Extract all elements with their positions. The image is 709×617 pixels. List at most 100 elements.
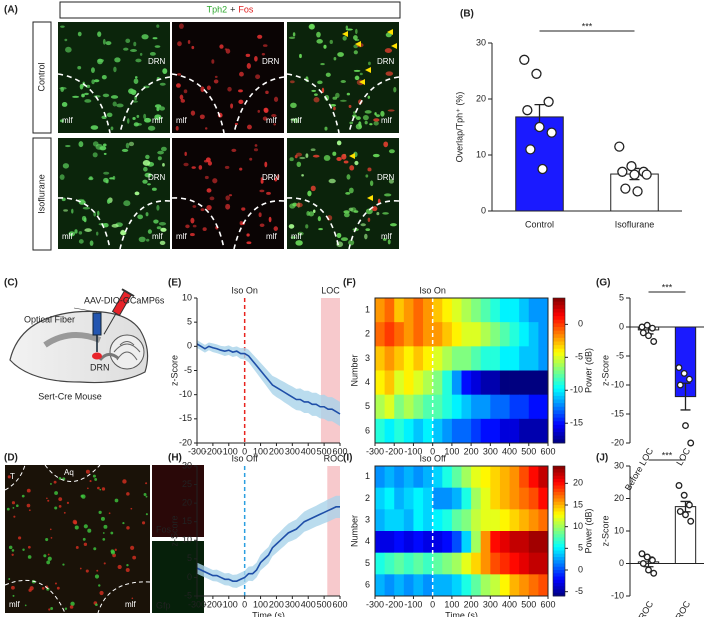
heatmap-cell <box>451 418 462 444</box>
heatmap-cell <box>509 552 520 575</box>
colorbar-step <box>553 410 565 415</box>
heatmap-cell <box>471 509 482 532</box>
heatmap-cell <box>519 574 530 597</box>
cell <box>97 31 102 37</box>
x-tick-label: 400 <box>502 599 517 609</box>
data-point <box>682 422 689 430</box>
heatmap-cell <box>403 552 414 575</box>
image-label: mlf <box>291 232 302 241</box>
cell <box>66 501 70 504</box>
boundary <box>171 197 225 250</box>
cell <box>94 574 100 579</box>
cell <box>160 227 167 232</box>
x-tick-label: 200 <box>464 446 479 456</box>
cell <box>228 194 233 197</box>
error-band <box>197 340 340 427</box>
heatmap-cell <box>480 346 491 371</box>
data-point <box>676 508 684 515</box>
heatmap-cell <box>490 322 501 347</box>
stain-header: Tph2 + Fos <box>207 5 254 15</box>
heatmap-cell <box>528 394 539 420</box>
heatmap-cell <box>403 466 414 489</box>
colorbar-step <box>553 316 565 321</box>
cell <box>261 52 266 56</box>
x-tick-label: 600 <box>332 446 347 456</box>
cell <box>86 84 91 89</box>
colorbar-step <box>553 435 565 440</box>
colorbar-step <box>553 518 565 522</box>
cell <box>112 101 117 107</box>
image-label: mlf <box>291 116 302 125</box>
data-point <box>680 369 688 377</box>
data-point <box>546 127 557 138</box>
data-point <box>543 96 554 107</box>
image-label: mlf <box>381 116 392 125</box>
heatmap-cell <box>384 466 395 489</box>
y-tick-label: 30 <box>476 37 486 47</box>
cell <box>345 191 351 195</box>
cell <box>320 63 325 66</box>
cell <box>349 165 355 171</box>
x-tick-label: 500 <box>317 446 332 456</box>
colorbar-step <box>553 540 565 545</box>
cell <box>54 491 59 495</box>
cell <box>324 126 328 131</box>
x-tick-label: 0 <box>242 446 247 456</box>
syringe <box>103 288 135 335</box>
cell <box>207 161 213 166</box>
arrowhead <box>367 195 373 201</box>
cell <box>130 545 135 550</box>
row-label: 6 <box>365 425 370 435</box>
heatmap-cell <box>490 394 501 420</box>
cell <box>123 47 129 51</box>
colorbar-step <box>553 428 565 433</box>
colorbar-step <box>553 359 565 364</box>
colorbar-step <box>553 348 565 353</box>
x-tick-label: 400 <box>502 446 517 456</box>
cell <box>264 107 268 112</box>
heatmap-cell <box>519 531 530 554</box>
histology-label: T <box>10 472 15 481</box>
heatmap-cell <box>538 574 549 597</box>
cell <box>192 205 197 208</box>
cell <box>238 99 244 104</box>
cell <box>387 109 395 112</box>
cell <box>246 241 252 245</box>
data-point <box>687 517 695 525</box>
cell <box>125 142 130 149</box>
cell <box>132 555 137 560</box>
row-label: 1 <box>365 471 370 481</box>
cell <box>369 123 373 126</box>
cell <box>373 121 379 126</box>
cell <box>318 228 323 231</box>
row-box <box>32 137 52 251</box>
cell <box>312 209 316 214</box>
cell <box>78 141 84 148</box>
cell <box>133 78 139 84</box>
cell <box>231 148 237 152</box>
y-tick-label: 20 <box>476 93 486 103</box>
heatmap-cell <box>509 370 520 396</box>
colorbar-step <box>553 439 565 444</box>
cell <box>106 198 111 204</box>
inset-label: Fos <box>156 524 172 534</box>
heatmap-cell <box>461 552 472 575</box>
cell <box>367 95 371 99</box>
plot-frame <box>374 297 549 444</box>
heatmap-cell <box>499 552 510 575</box>
cell <box>130 507 133 510</box>
data-point <box>632 186 643 197</box>
cell <box>102 538 106 541</box>
heatmap-cell <box>528 509 539 532</box>
cell <box>321 87 325 93</box>
boundary <box>286 73 340 134</box>
cell <box>103 562 106 565</box>
cell <box>77 31 82 37</box>
cell <box>130 49 137 52</box>
colorbar-step <box>553 414 565 419</box>
cell <box>15 504 19 508</box>
heatmap-cell <box>403 509 414 532</box>
cell <box>209 196 215 201</box>
heatmap-cell <box>394 322 405 347</box>
cell <box>336 156 342 162</box>
